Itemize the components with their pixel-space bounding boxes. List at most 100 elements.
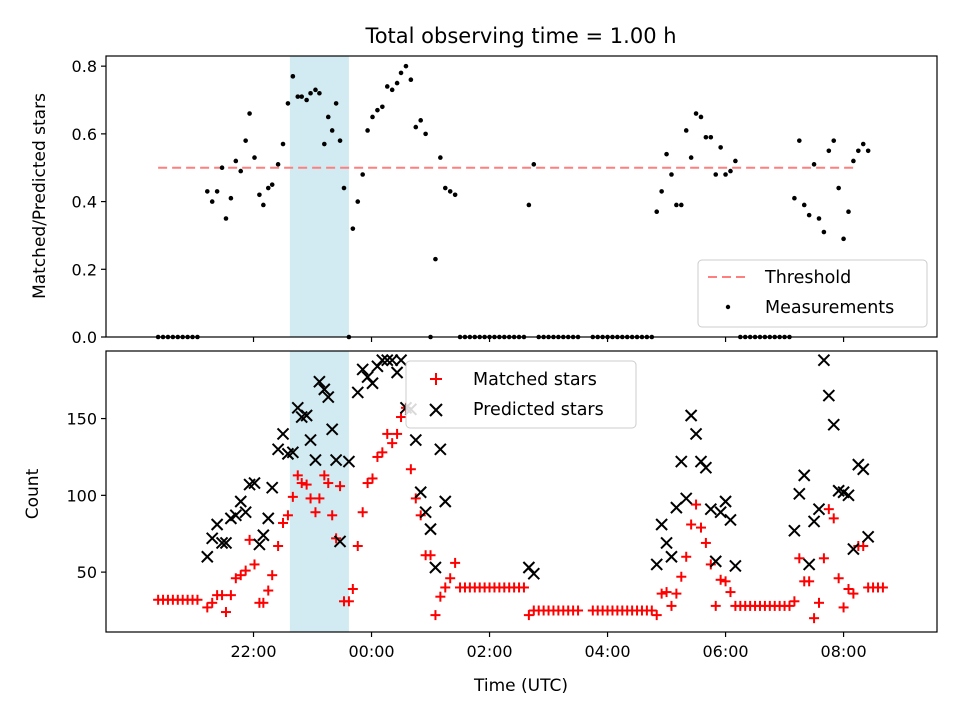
matched-star-point (794, 553, 805, 564)
predicted-star-point (419, 506, 432, 519)
predicted-star-point (390, 366, 404, 379)
measurement-point (257, 192, 262, 198)
matched-star-point (784, 600, 795, 611)
measurement-point (313, 87, 318, 93)
measurement-point (360, 172, 365, 177)
measurement-point (674, 202, 679, 208)
predicted-star-point (366, 377, 379, 390)
y-axis-label-top: Matched/Predicted stars (30, 93, 50, 299)
matched-star-point (573, 605, 584, 616)
predicted-star-point (660, 536, 673, 550)
predicted-star-point (665, 550, 678, 563)
measurement-point (403, 63, 409, 69)
predicted-star-point (300, 409, 313, 422)
predicted-star-point (802, 558, 816, 571)
measurement-point (418, 118, 423, 123)
matched-star-point (430, 610, 441, 621)
measurement-point (317, 90, 322, 96)
predicted-star-point (215, 536, 229, 550)
measurement-point (821, 229, 827, 235)
measurement-point (708, 134, 714, 140)
matched-star-point (357, 507, 368, 518)
matched-star-point (310, 507, 321, 518)
predicted-star-point (333, 535, 347, 548)
highlight-span-top (289, 56, 349, 337)
measurement-point (304, 97, 309, 103)
matched-star-point (435, 591, 446, 602)
x-tick-label: 00:00 (348, 642, 394, 661)
y-ticks-top: 0.0 0.2 0.4 0.6 0.8 (72, 57, 106, 347)
measurement-point (526, 202, 532, 208)
predicted-star-point (248, 476, 261, 490)
measurement-point (860, 141, 866, 147)
measurement-point (664, 151, 669, 157)
matched-star-point (666, 600, 677, 611)
matched-star-point (382, 428, 393, 439)
matched-star-point (838, 602, 849, 613)
matched-star-point (518, 582, 529, 593)
matched-star-point (833, 573, 844, 584)
measurement-point (792, 195, 797, 201)
predicted-star-point (719, 495, 732, 508)
predicted-star-point (650, 558, 663, 571)
matched-star-point (843, 584, 854, 595)
predicted-star-point (714, 506, 727, 519)
matched-star-point (352, 541, 363, 552)
predicted-star-point (424, 522, 437, 536)
matched-star-point (410, 493, 421, 504)
predicted-star-point (439, 495, 452, 508)
matched-star-point (267, 570, 278, 581)
predicted-star-point (827, 418, 840, 431)
legend-bottom: Matched stars Predicted stars (405, 360, 637, 429)
predicted-star-point (680, 492, 693, 505)
predicted-star-point (793, 487, 806, 501)
predicted-star-point (689, 427, 703, 441)
matched-star-point (292, 470, 303, 481)
matched-star-point (314, 493, 325, 504)
matched-star-point (192, 594, 203, 605)
measurement-point (433, 256, 438, 262)
matched-star-point (661, 587, 672, 598)
measurement-point (806, 212, 812, 218)
measurement-point (438, 155, 443, 160)
predicted-star-point (434, 443, 447, 456)
matched-star-point (362, 478, 373, 489)
matched-star-point (818, 553, 829, 564)
measurement-point (375, 107, 380, 113)
matched-star-point (296, 478, 307, 489)
measurement-point (290, 74, 296, 79)
measurement-point (275, 162, 281, 167)
measurement-point (442, 185, 448, 191)
y-tick-label: 150 (66, 410, 97, 429)
predicted-star-point (271, 443, 285, 456)
matched-star-point (848, 588, 859, 599)
matched-star-point (681, 551, 692, 562)
matched-star-point (240, 565, 251, 576)
measurement-point (836, 185, 841, 191)
measurement-point (841, 236, 846, 242)
matched-star-point (440, 582, 451, 593)
y-tick-label: 0.8 (72, 57, 97, 76)
predicted-star-point (788, 524, 801, 537)
matched-star-point (335, 481, 346, 492)
matched-star-point (372, 451, 383, 462)
y-axis-label-bottom: Count (23, 468, 43, 519)
measurement-point (723, 172, 728, 177)
measurement-point (333, 101, 339, 106)
measurement-point (238, 168, 244, 174)
matched-star-point (220, 607, 231, 618)
matched-star-point (828, 513, 839, 524)
measurement-point (214, 189, 220, 194)
chart-title: Total observing time = 1.00 h (364, 24, 676, 48)
measurement-point (703, 134, 709, 140)
predicted-star-point (376, 354, 389, 367)
y-tick-label: 0.2 (72, 260, 97, 279)
legend-top: Threshold Measurements (697, 259, 928, 328)
measurement-point (341, 185, 347, 191)
measurement-point (269, 182, 275, 187)
predicted-star-point (318, 383, 331, 396)
matched-star-point (305, 493, 316, 504)
matched-star-point (244, 534, 255, 545)
y-tick-label: 50 (77, 563, 97, 582)
measurement-point (365, 128, 370, 133)
